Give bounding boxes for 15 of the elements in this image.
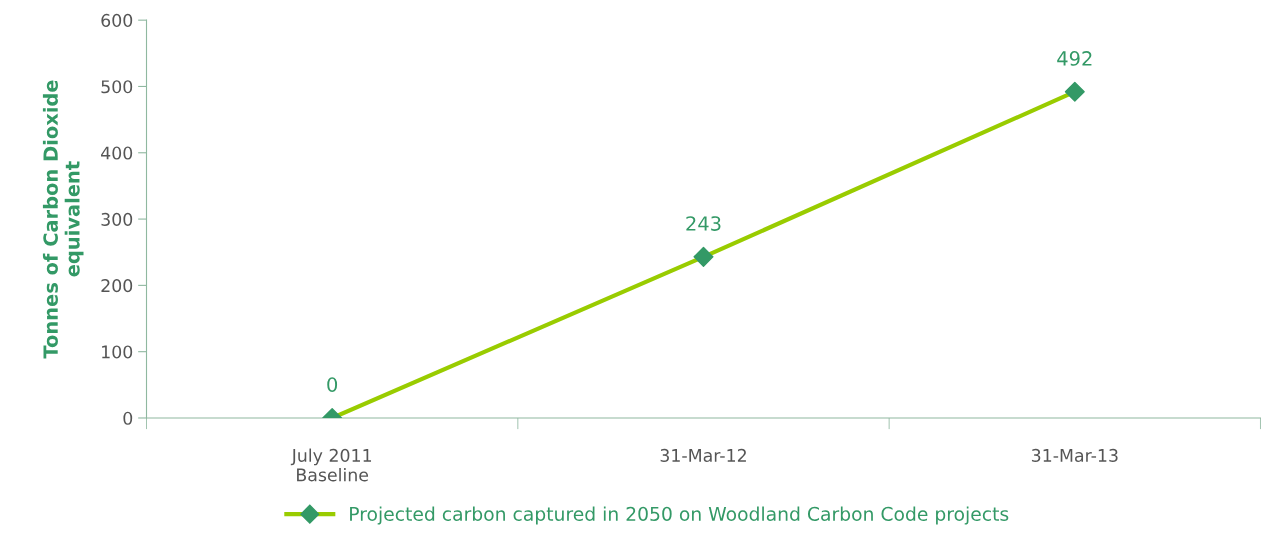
y-tick-label: 300 — [101, 212, 133, 226]
y-tick-label: 0 — [123, 411, 133, 425]
data-label: 0 — [327, 377, 338, 392]
y-axis-title: Tonnes of Carbon Dioxide equivalent — [42, 80, 84, 359]
y-tick-label: 100 — [102, 345, 133, 359]
x-tick-label: 31-Mar-13 — [1031, 448, 1118, 462]
x-tick-label: 31-Mar-12 — [660, 448, 746, 462]
y-tick-label: 400 — [101, 146, 133, 160]
y-tick-label: 200 — [101, 279, 133, 293]
data-label: 492 — [1057, 51, 1092, 66]
y-tick-label: 500 — [101, 80, 133, 94]
x-tick-label: July 2011 Baseline — [290, 448, 372, 482]
y-tick-label: 600 — [101, 13, 133, 27]
data-label: 243 — [686, 216, 721, 231]
legend-label: Projected carbon captured in 2050 on Woodland Carbon Code projects — [350, 506, 1009, 525]
